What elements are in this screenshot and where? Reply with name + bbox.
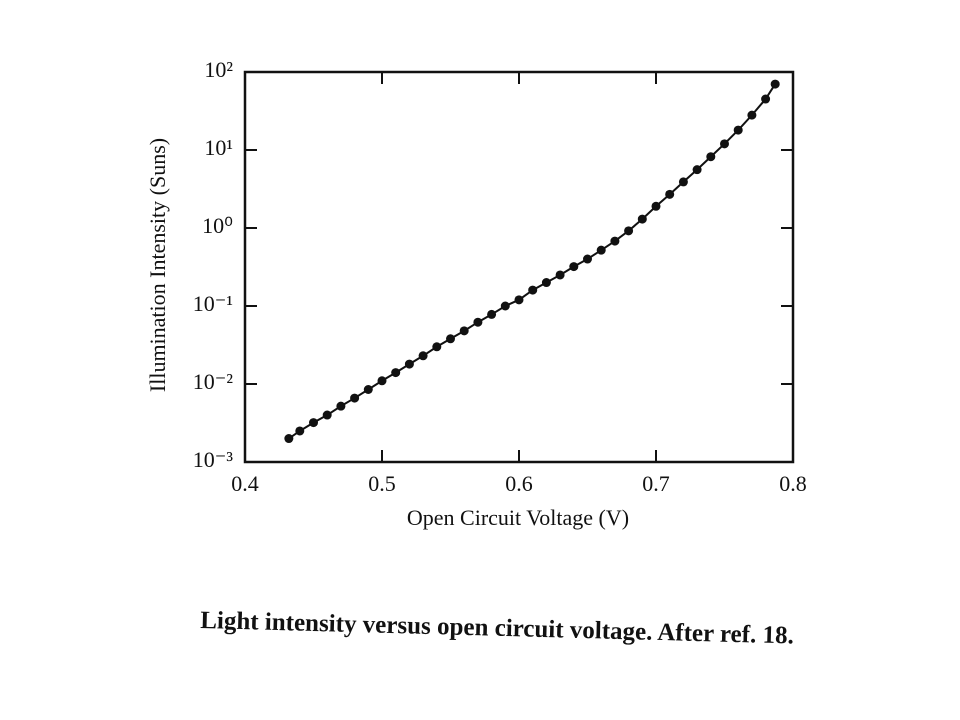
data-point (706, 152, 716, 162)
data-point (446, 334, 455, 344)
data-point (514, 295, 524, 305)
data-point (336, 401, 346, 411)
data-point (692, 165, 702, 175)
data-point (610, 236, 620, 246)
y-tick-label: 10⁻² (193, 369, 234, 394)
plot-frame (243, 70, 795, 464)
data-point (637, 214, 647, 224)
data-point (624, 226, 634, 236)
data-point (284, 434, 294, 444)
x-tick-label: 0.7 (642, 471, 670, 496)
x-tick-label: 0.8 (779, 471, 807, 496)
data-point (651, 201, 661, 211)
data-point (363, 385, 373, 395)
data-point (487, 309, 497, 319)
data-point (733, 125, 743, 135)
data-point (583, 254, 592, 264)
data-point (404, 359, 414, 369)
data-point (678, 177, 688, 187)
data-point (473, 317, 483, 327)
data-point (295, 426, 305, 436)
data-point (747, 110, 757, 120)
x-axis-label: Open Circuit Voltage (V) (407, 505, 629, 530)
x-tick-label: 0.5 (368, 471, 396, 496)
data-point (720, 139, 729, 149)
data-point (770, 79, 780, 89)
y-axis-label: Illumination Intensity (Suns) (145, 138, 170, 392)
data-point (761, 94, 771, 104)
data-point (377, 376, 387, 386)
data-point (350, 393, 360, 403)
data-point (541, 278, 551, 288)
caption: Light intensity versus open circuit volt… (200, 607, 794, 650)
data-point (309, 418, 318, 428)
y-tick-label: 10⁰ (202, 213, 233, 238)
x-tick-label: 0.4 (231, 471, 259, 496)
trend-line (288, 83, 777, 440)
data-point (418, 351, 428, 361)
data-point (665, 189, 675, 199)
data-point (528, 285, 538, 295)
data-point (459, 326, 469, 336)
y-tick-label: 10⁻¹ (193, 291, 233, 316)
data-point (391, 368, 401, 378)
y-tick-label: 10¹ (204, 135, 233, 160)
data-point (555, 270, 565, 280)
x-tick-label: 0.6 (505, 471, 533, 496)
data-point (569, 262, 579, 272)
data-point (596, 245, 606, 255)
y-tick-label: 10⁻³ (193, 447, 234, 472)
data-point (500, 301, 510, 311)
data-point (322, 410, 332, 420)
data-point (432, 342, 442, 352)
y-tick-label: 10² (204, 57, 233, 82)
